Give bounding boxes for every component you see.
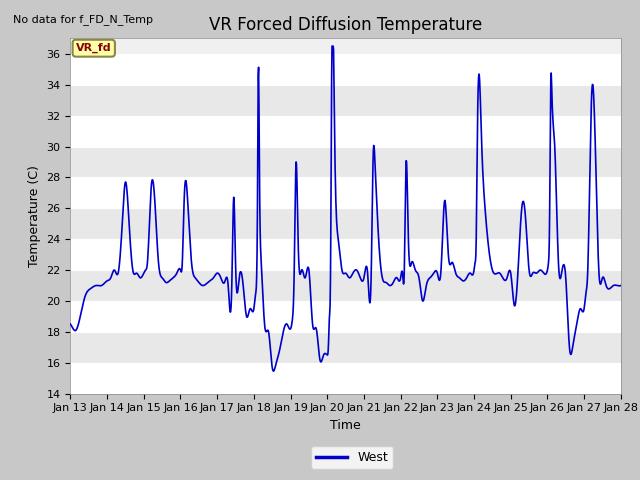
Bar <box>70 85 621 116</box>
Y-axis label: Temperature (C): Temperature (C) <box>28 165 41 267</box>
Text: No data for f_FD_N_Temp: No data for f_FD_N_Temp <box>13 14 153 25</box>
Bar <box>70 270 621 301</box>
Bar <box>70 301 621 332</box>
Bar <box>70 332 621 363</box>
Bar <box>70 146 621 178</box>
Bar <box>70 178 621 208</box>
Text: VR_fd: VR_fd <box>76 43 111 53</box>
Title: VR Forced Diffusion Temperature: VR Forced Diffusion Temperature <box>209 16 482 34</box>
Bar <box>70 363 621 394</box>
Bar <box>70 54 621 85</box>
X-axis label: Time: Time <box>330 419 361 432</box>
Bar <box>70 239 621 270</box>
Bar <box>70 116 621 146</box>
Bar <box>70 208 621 239</box>
Legend: West: West <box>311 446 393 469</box>
